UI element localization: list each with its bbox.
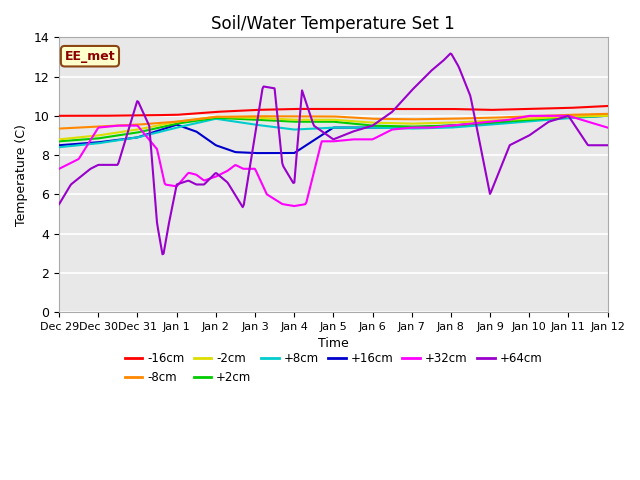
Title: Soil/Water Temperature Set 1: Soil/Water Temperature Set 1 (211, 15, 455, 33)
X-axis label: Time: Time (318, 337, 349, 350)
Legend: -16cm, -8cm, -2cm, +2cm, +8cm, +16cm, +32cm, +64cm: -16cm, -8cm, -2cm, +2cm, +8cm, +16cm, +3… (120, 347, 547, 388)
Y-axis label: Temperature (C): Temperature (C) (15, 124, 28, 226)
Text: EE_met: EE_met (65, 50, 115, 63)
